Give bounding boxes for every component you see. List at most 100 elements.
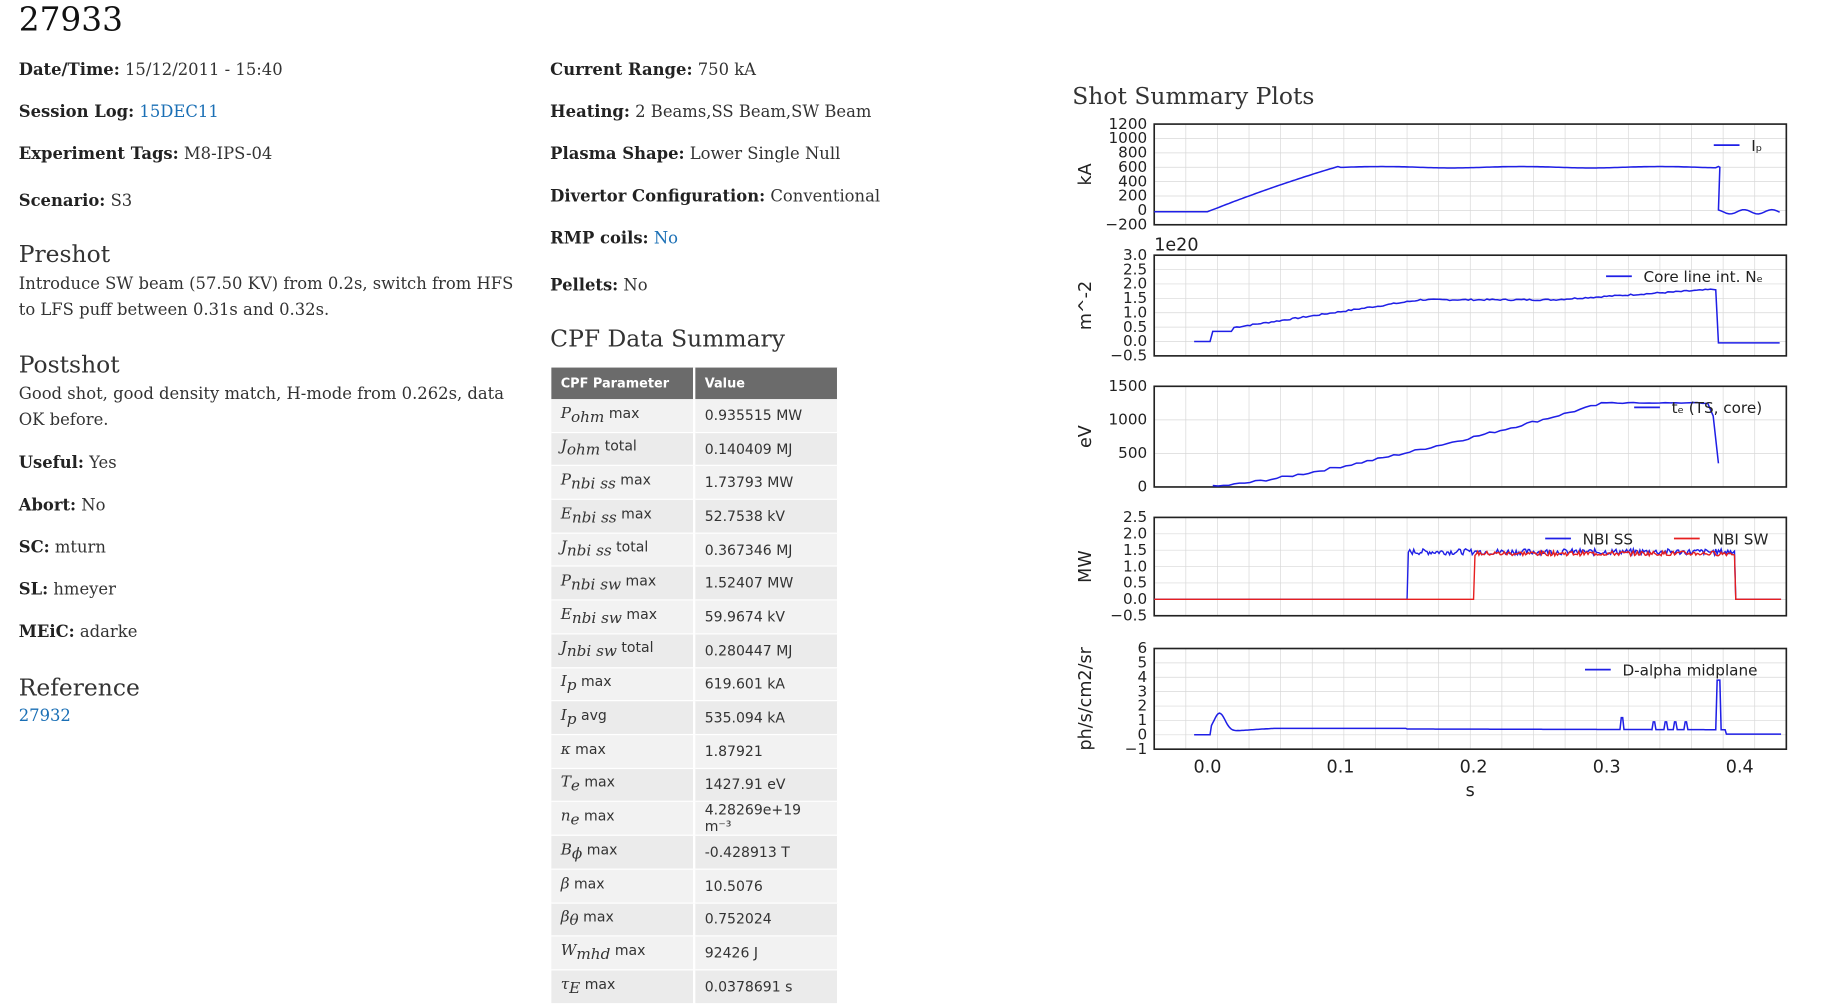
cpf-param-cell: Enbi ss max (551, 499, 696, 534)
y-tick-label: 2 (1138, 697, 1148, 715)
y-tick-label: 0.0 (1123, 332, 1147, 350)
cpf-value-cell: 10.5076 (694, 869, 840, 904)
cpf-param-cell: Jnbi ss total (551, 532, 696, 568)
y-tick-label: 600 (1118, 158, 1147, 176)
y-tick-label: −0.5 (1110, 347, 1147, 365)
series-line (1194, 288, 1780, 344)
cpf-table: CPF Parameter Value Pohm max 0.935515 MW J… (551, 367, 840, 1004)
table-row: ne max 4.28269e+19 m⁻³ (551, 801, 840, 837)
y-tick-label: 2.0 (1123, 275, 1147, 293)
y-axis-label: eV (1076, 425, 1096, 448)
cpf-param-cell: βθ max (551, 902, 696, 937)
plot-frame (1153, 123, 1788, 226)
table-row: β max 10.5076 (551, 869, 840, 904)
table-row: Jnbi ss total 0.367346 MJ (551, 532, 840, 568)
y-tick-label: 1000 (1108, 411, 1147, 429)
series-line (1194, 679, 1782, 736)
cpf-value-cell: 1.52407 MW (694, 566, 840, 601)
field-pellets: Pellets: No (550, 276, 648, 295)
y-tick-label: 1200 (1108, 115, 1147, 133)
y-tick-label: 3.0 (1123, 246, 1147, 264)
session-log-link[interactable]: 15DEC11 (139, 103, 219, 122)
cpf-param-cell: Johm total (551, 432, 696, 467)
cpf-param-cell: Wmhd max (551, 936, 696, 971)
table-row: βθ max 0.752024 (551, 902, 840, 937)
field-sl: SL: hmeyer (18, 580, 116, 600)
y-tick-label: 2.5 (1123, 508, 1147, 526)
y-tick-label: 800 (1118, 144, 1147, 162)
cpf-value-cell: 0.367346 MJ (694, 532, 840, 568)
y-tick-label: 1000 (1108, 129, 1147, 147)
legend-entry: tₑ (TS, core) (1672, 399, 1763, 417)
reference-link[interactable]: 27932 (18, 707, 71, 726)
plot-panel (1153, 123, 1788, 226)
cpf-param-cell: τE max (551, 969, 696, 1004)
postshot-heading: Postshot (18, 350, 120, 379)
field-divertor: Divertor Configuration: Conventional (550, 187, 881, 207)
table-row: Enbi sw max 59.9674 kV (551, 600, 840, 635)
preshot-heading: Preshot (18, 239, 111, 269)
y-tick-label: −200 (1105, 215, 1147, 233)
series-nbi-ss (1154, 546, 1782, 601)
y-tick-label: 1 (1138, 711, 1148, 729)
table-row: Te max 1427.91 eV (551, 767, 840, 803)
cpf-param-cell: Ip avg (551, 700, 696, 735)
y-tick-label: 3 (1138, 682, 1148, 700)
field-useful: Useful: Yes (18, 454, 117, 473)
field-experiment-tags: Experiment Tags: M8-IPS-04 (18, 145, 273, 164)
plot-panel (1153, 516, 1788, 617)
cpf-value-cell: 0.280447 MJ (694, 633, 840, 668)
table-row: Enbi ss max 52.7538 kV (551, 499, 840, 534)
table-row: Bϕ max -0.428913 T (551, 835, 840, 870)
cpf-value-cell: 1427.91 eV (694, 767, 840, 803)
y-tick-label: 2.5 (1123, 260, 1147, 278)
field-date: Date/Time: 15/12/2011 - 15:40 (18, 60, 283, 80)
y-axis-label: ph/s/cm2/sr (1076, 646, 1096, 750)
postshot-text: Good shot, good density match, H-mode fr… (18, 385, 505, 430)
cpf-value-cell: 0.0378691 s (694, 969, 840, 1004)
y-tick-label: 4 (1138, 668, 1148, 686)
cpf-value-cell: 0.752024 (694, 902, 840, 937)
cpf-param-cell: Pohm max (551, 399, 696, 433)
y-tick-label: 0.0 (1123, 590, 1147, 608)
cpf-col-value: Value (694, 367, 840, 400)
y-tick-label: 0 (1138, 478, 1148, 496)
cpf-param-cell: Pnbi sw max (551, 566, 696, 601)
series-nbi-sw (1154, 548, 1782, 601)
series-line (1212, 401, 1720, 487)
y-tick-label: 0.5 (1123, 574, 1147, 592)
plot-panel (1153, 385, 1788, 488)
x-tick-label: 0.3 (1593, 758, 1621, 778)
table-row: Ip avg 535.094 kA (551, 700, 840, 735)
y-axis-label: MW (1076, 550, 1096, 583)
cpf-value-cell: 0.935515 MW (694, 399, 840, 433)
cpf-value-cell: 0.140409 MJ (694, 432, 840, 467)
cpf-param-cell: ne max (551, 801, 696, 837)
cpf-param-cell: Jnbi sw total (551, 633, 696, 668)
y-tick-label: 1.5 (1123, 289, 1147, 307)
y-tick-label: −1 (1125, 740, 1147, 758)
field-abort: Abort: No (18, 496, 106, 516)
cpf-param-cell: Pnbi ss max (551, 465, 696, 500)
cpf-value-cell: 1.73793 MW (694, 465, 840, 500)
y-axis-label: kA (1076, 163, 1096, 185)
series-line (1154, 165, 1780, 215)
cpf-value-cell: 1.87921 (694, 734, 840, 769)
x-tick-label: 0.0 (1193, 758, 1221, 778)
y-tick-label: 0 (1138, 201, 1148, 219)
shot-summary-plots: 120010008006004002000−200kAIₚ3.02.52.01.… (1076, 115, 1788, 801)
plot-frame (1153, 385, 1788, 488)
table-row: Wmhd max 92426 J (551, 936, 840, 971)
cpf-value-cell: 535.094 kA (694, 700, 840, 735)
table-row: Pnbi sw max 1.52407 MW (551, 566, 840, 601)
cpf-header-row: CPF Parameter Value (551, 367, 840, 400)
cpf-value-cell: 4.28269e+19 m⁻³ (694, 801, 840, 837)
rmp-coils-link[interactable]: No (653, 229, 679, 249)
legend-entry: NBI SW (1713, 530, 1769, 548)
plot-frame (1153, 516, 1788, 617)
cpf-value-cell: 92426 J (694, 936, 840, 971)
field-meic: MEiC: adarke (18, 622, 138, 642)
y-offset-label: 1e20 (1154, 236, 1198, 256)
plots-heading: Shot Summary Plots (1072, 81, 1315, 111)
legend-entry: D-alpha midplane (1622, 661, 1757, 679)
